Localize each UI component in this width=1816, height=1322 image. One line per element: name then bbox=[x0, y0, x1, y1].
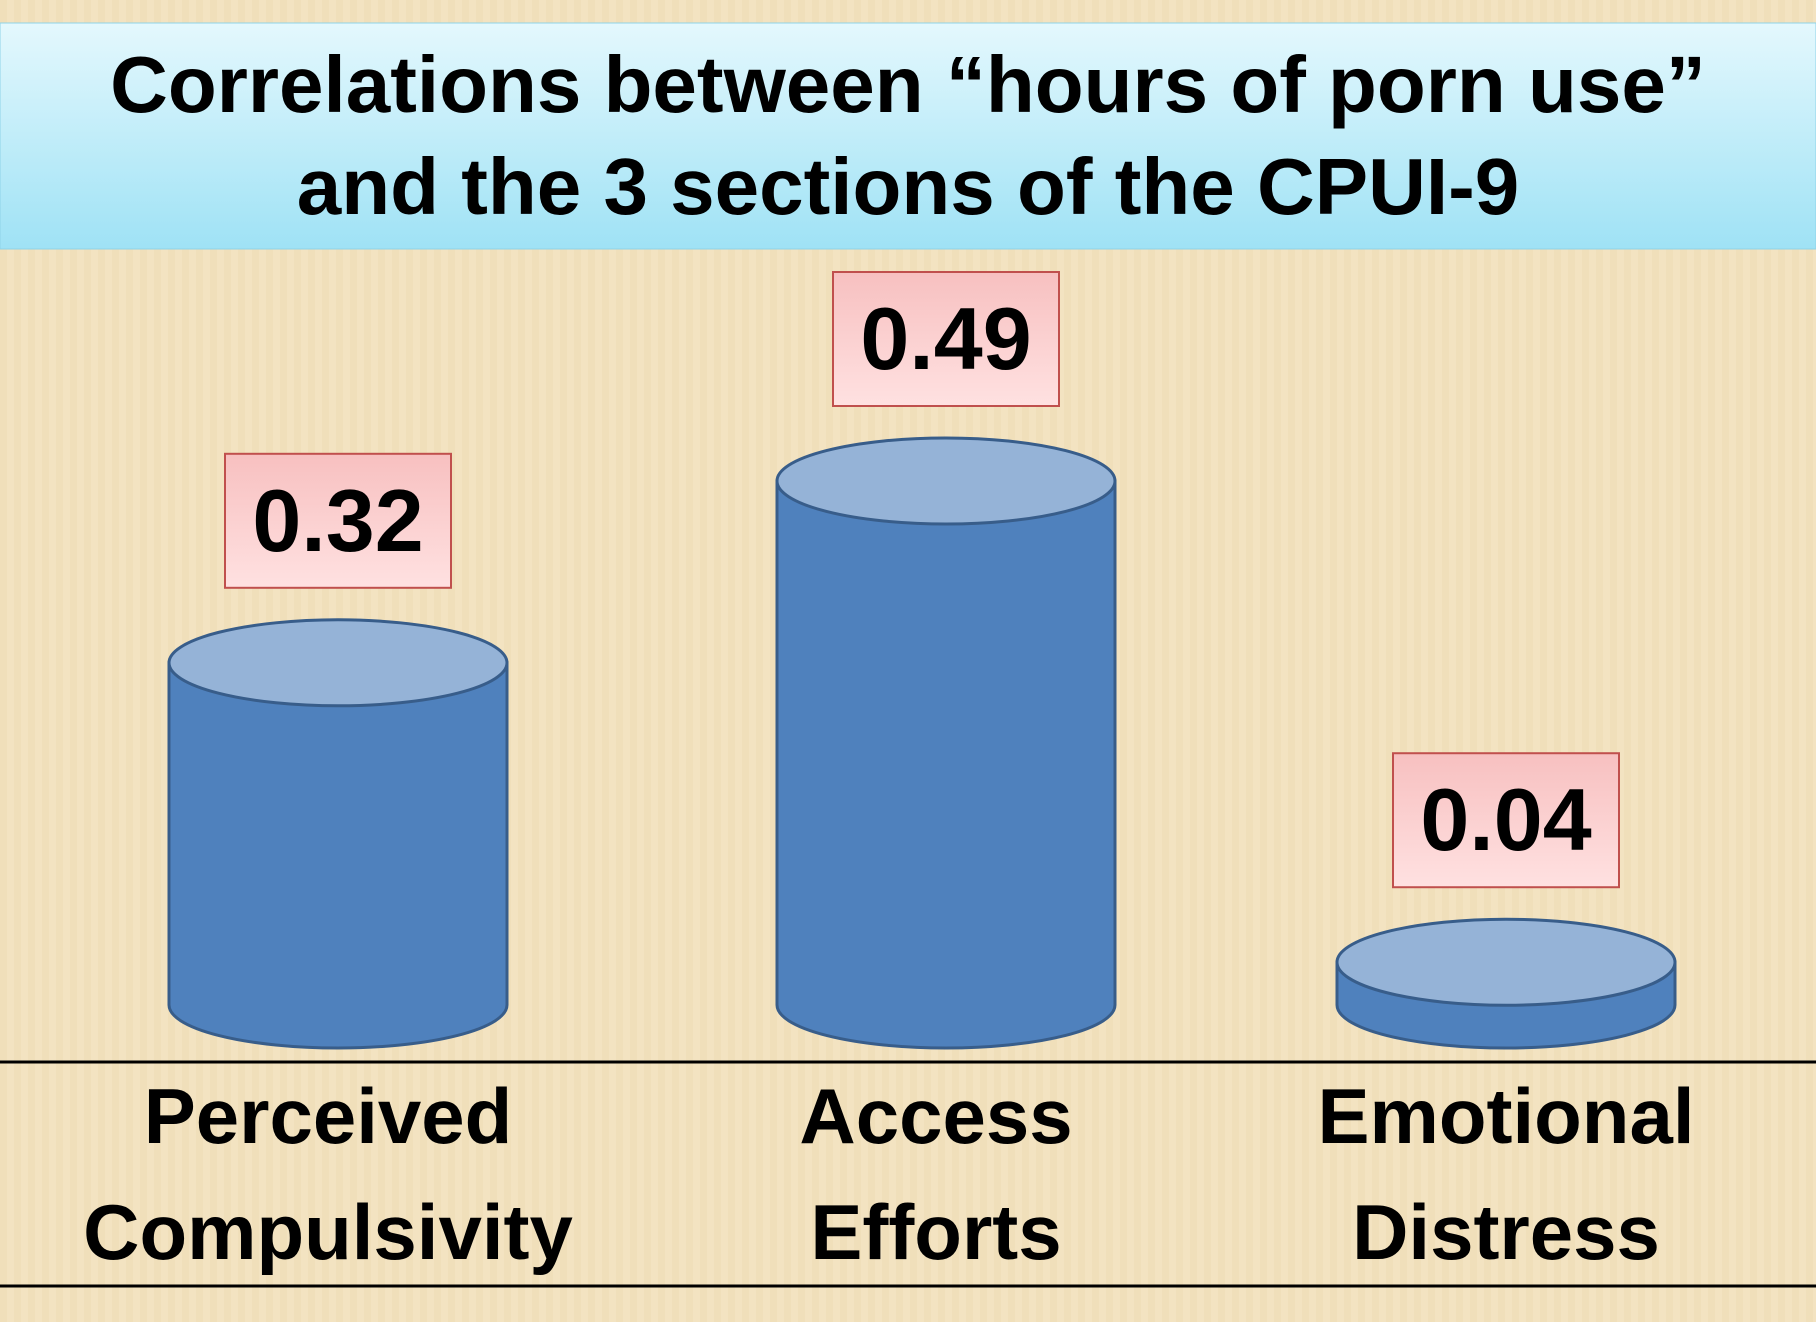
value-label: 0.32 bbox=[252, 471, 423, 570]
chart-title: Correlations between “hours of porn use” bbox=[110, 40, 1706, 129]
cylinder-top bbox=[775, 436, 1117, 526]
value-label: 0.04 bbox=[1420, 770, 1591, 869]
cylinder-top bbox=[167, 618, 509, 708]
title-band bbox=[0, 22, 1816, 250]
cylinder-body bbox=[167, 661, 509, 1050]
cylinder-top bbox=[1335, 917, 1677, 1007]
cylinder-body bbox=[775, 479, 1117, 1050]
chart-title: and the 3 sections of the CPUI-9 bbox=[297, 142, 1519, 231]
category-label: Emotional Distress bbox=[1317, 1072, 1695, 1276]
value-label-box bbox=[224, 452, 452, 589]
value-label: 0.49 bbox=[860, 289, 1031, 388]
value-label-box bbox=[832, 271, 1060, 407]
category-label: Access Efforts bbox=[799, 1072, 1073, 1276]
category-label: Perceived Compulsivity bbox=[83, 1072, 573, 1276]
value-label-box bbox=[1392, 752, 1620, 889]
